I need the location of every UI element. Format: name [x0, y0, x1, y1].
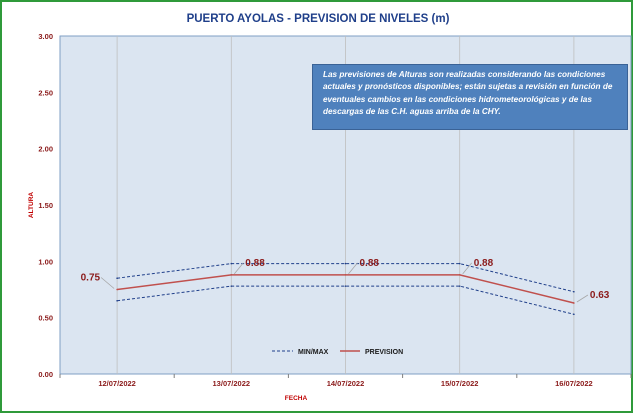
- data-label-leader: [348, 262, 358, 275]
- data-point: [573, 290, 575, 293]
- y-tick-label: 0.50: [38, 314, 53, 323]
- data-point: [458, 285, 461, 287]
- y-tick-label: 1.50: [38, 201, 53, 210]
- data-label-leader: [576, 294, 589, 303]
- x-axis-label: FECHA: [285, 395, 308, 402]
- data-point: [116, 277, 118, 280]
- series-layer: [116, 262, 575, 316]
- max-line: [117, 263, 575, 293]
- data-label: 0.75: [81, 273, 101, 284]
- y-tick-label: 2.00: [38, 145, 53, 154]
- legend-prevision-label: PREVISION: [365, 349, 403, 356]
- x-tick-label: 15/07/2022: [441, 379, 479, 388]
- min-line: [117, 285, 575, 315]
- y-tick-label: 3.00: [38, 32, 53, 41]
- data-point: [573, 302, 575, 304]
- data-point: [573, 313, 575, 316]
- data-point: [458, 274, 461, 276]
- data-point: [344, 274, 347, 276]
- y-tick-label: 2.50: [38, 88, 53, 97]
- disclaimer-note: Las previsiones de Alturas son realizada…: [312, 64, 628, 130]
- y-axis-label: ALTURA: [28, 192, 35, 219]
- data-point: [344, 262, 347, 265]
- data-labels: 0.75 0.88 0.88 0.88 0.63: [81, 258, 610, 303]
- x-tick-label: 12/07/2022: [98, 379, 136, 388]
- data-point: [344, 285, 347, 287]
- data-label-leader: [100, 277, 115, 289]
- data-point: [116, 299, 118, 302]
- data-point: [230, 262, 233, 265]
- data-point: [230, 274, 233, 276]
- x-axis-ticks: 12/07/2022 13/07/2022 14/07/2022 15/07/2022…: [59, 374, 632, 388]
- data-point: [230, 285, 233, 287]
- x-tick-label: 16/07/2022: [555, 379, 593, 388]
- y-tick-label: 1.00: [38, 257, 53, 266]
- chart-title: PUERTO AYOLAS - PREVISION DE NIVELES (m): [187, 13, 450, 25]
- legend-minmax-label: MIN/MAX: [298, 349, 329, 356]
- x-tick-label: 14/07/2022: [327, 379, 365, 388]
- data-point: [458, 262, 461, 265]
- data-label: 0.63: [590, 290, 610, 301]
- data-point: [116, 288, 118, 291]
- data-label: 0.88: [360, 258, 380, 269]
- data-label: 0.88: [245, 258, 265, 269]
- y-tick-label: 0.00: [38, 370, 53, 379]
- data-label: 0.88: [474, 258, 494, 269]
- data-label-leader: [462, 262, 473, 275]
- legend: MIN/MAX PREVISION: [272, 349, 403, 356]
- y-axis-ticks: 0.00 0.50 1.00 1.50 2.00 2.50 3.00: [38, 32, 53, 379]
- data-label-leader: [233, 262, 244, 275]
- x-tick-label: 13/07/2022: [213, 379, 251, 388]
